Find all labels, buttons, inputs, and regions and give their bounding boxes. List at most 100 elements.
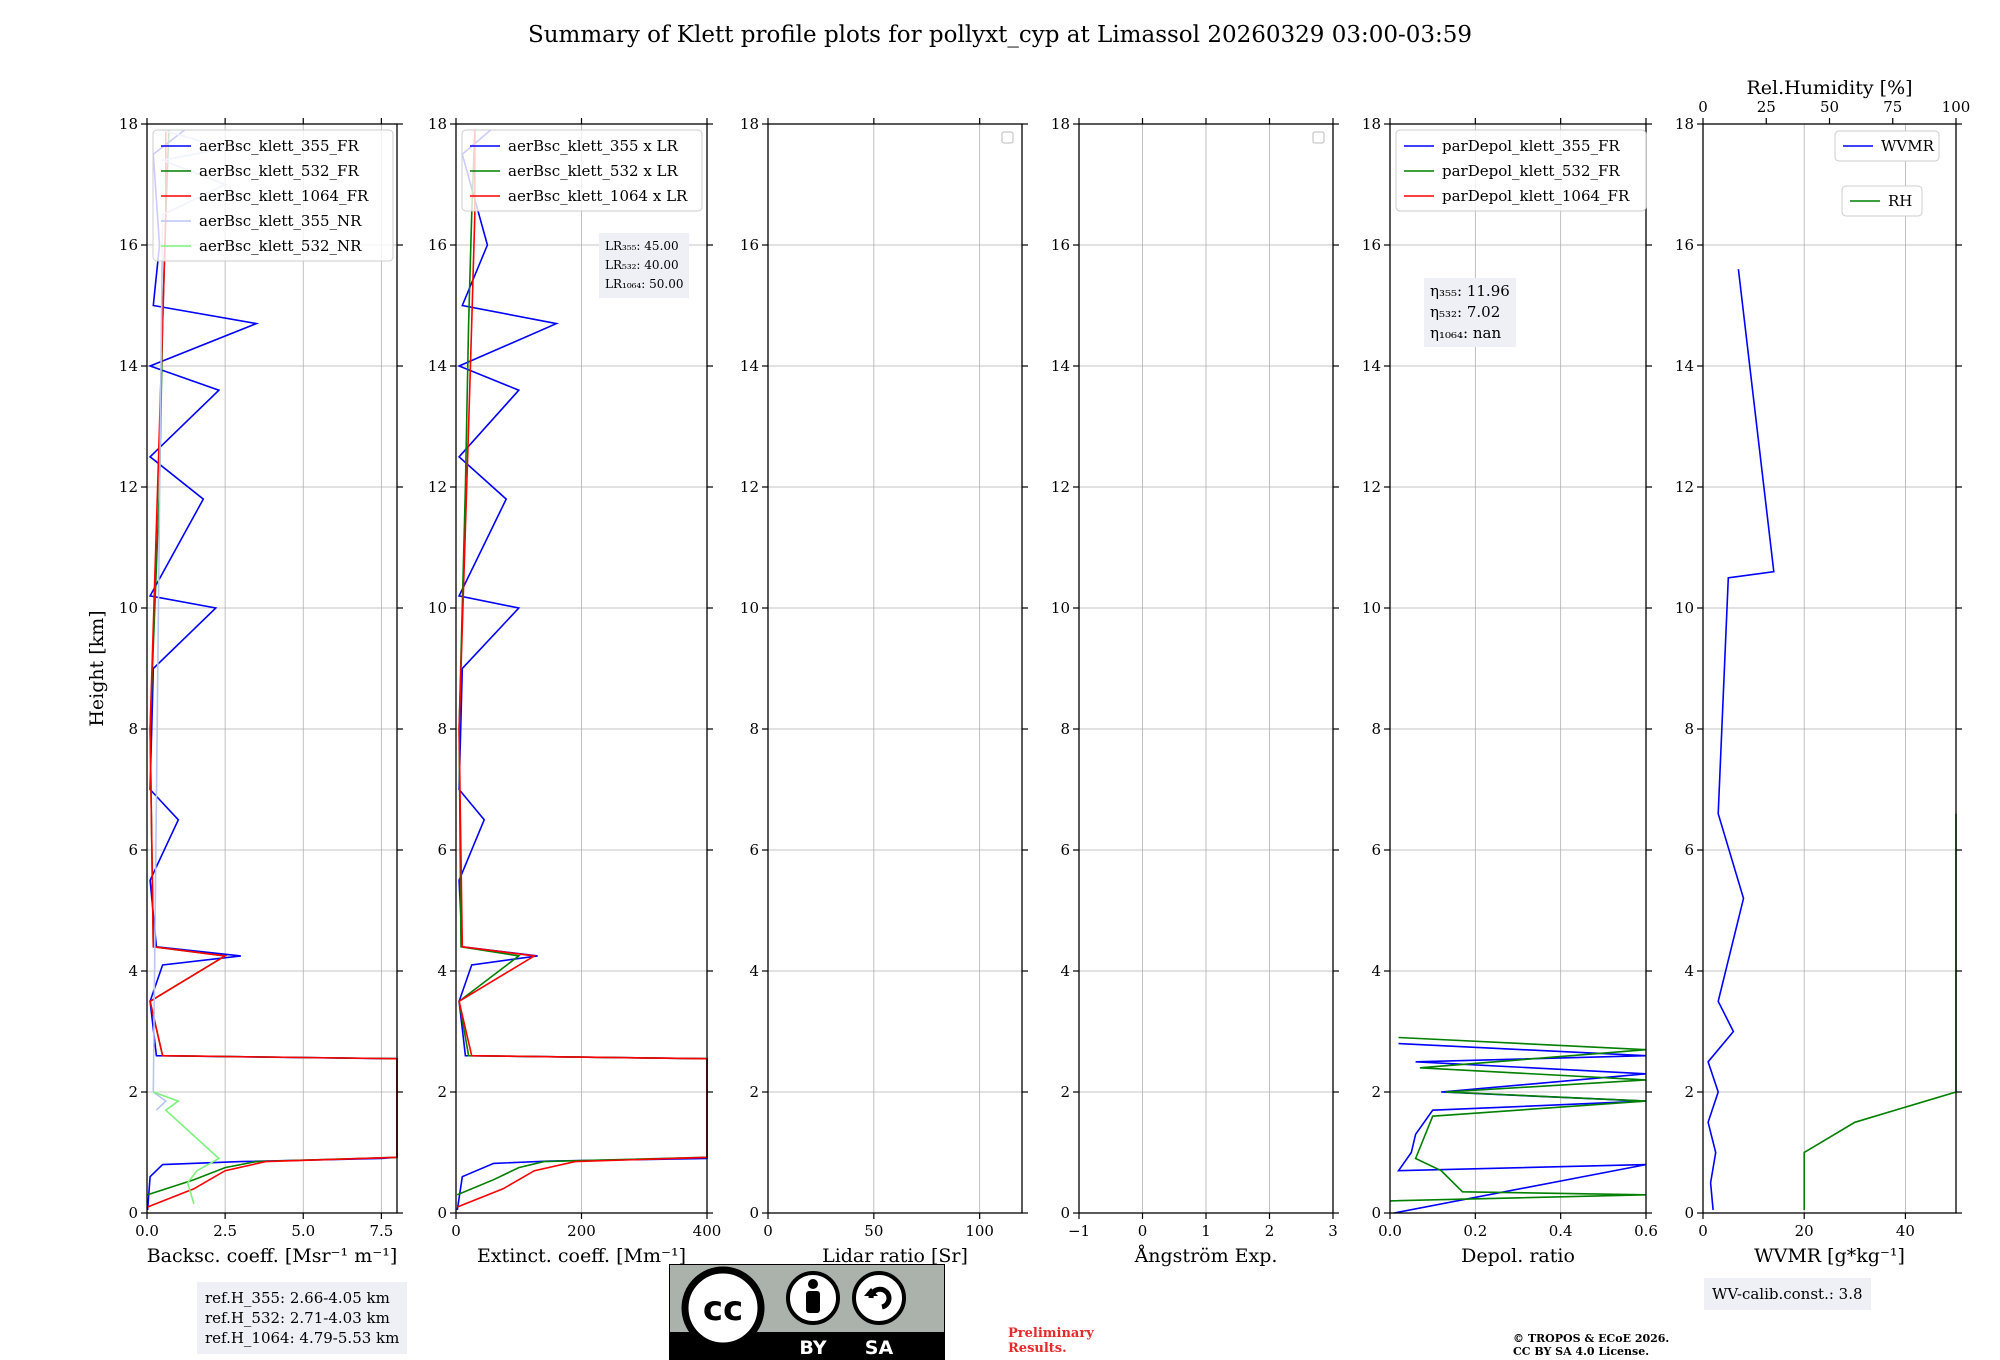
legend-entry: aerBsc_klett_532_FR	[199, 162, 359, 180]
empty-legend	[1001, 131, 1014, 144]
y-tick-label: 18	[1051, 115, 1070, 133]
legend-RH: RH	[1841, 185, 1923, 217]
empty-legend	[1312, 131, 1325, 144]
y-tick-label: 0	[128, 1204, 138, 1222]
y-tick-label: 2	[128, 1083, 138, 1101]
y-tick-label: 8	[128, 720, 138, 738]
y-tick-label: 18	[1362, 115, 1381, 133]
x-tick-label: 0.2	[1463, 1222, 1487, 1240]
x-tick-label: −1	[1068, 1222, 1090, 1240]
y-tick-label: 10	[119, 599, 138, 617]
preliminary-results-label: Preliminary Results.	[1008, 1326, 1094, 1356]
y-tick-label: 0	[1684, 1204, 1694, 1222]
top-x-tick-label: 100	[1942, 98, 1971, 116]
x-tick-label: 0.6	[1634, 1222, 1658, 1240]
y-tick-label: 8	[437, 720, 447, 738]
y-tick-label: 10	[428, 599, 447, 617]
y-tick-label: 16	[1675, 236, 1694, 254]
lr-1064: LR₁₀₆₄: 50.00	[605, 277, 684, 291]
x-tick-label: 0.0	[1378, 1222, 1402, 1240]
x-tick-label: 5.0	[291, 1222, 315, 1240]
legend-entry: aerBsc_klett_532 x LR	[508, 162, 679, 180]
x-tick-label: 3	[1328, 1222, 1338, 1240]
y-tick-label: 16	[1362, 236, 1381, 254]
y-tick-label: 0	[437, 1204, 447, 1222]
x-tick-label: 100	[965, 1222, 994, 1240]
x-tick-label: 0	[1138, 1222, 1148, 1240]
y-tick-label: 6	[437, 841, 447, 859]
y-tick-label: 6	[1060, 841, 1070, 859]
axes-frame	[767, 123, 1023, 1214]
y-tick-label: 6	[1684, 841, 1694, 859]
x-tick-label: 40	[1896, 1222, 1915, 1240]
legend-entry: aerBsc_klett_355_FR	[199, 137, 359, 155]
series-line-aerBsc_klett_355_FR	[146, 129, 398, 1211]
axes-frame	[146, 123, 398, 1214]
y-tick-label: 4	[128, 962, 138, 980]
y-tick-label: 2	[437, 1083, 447, 1101]
series-line-RH	[1803, 813, 1957, 1210]
legend-entry: aerBsc_klett_1064_FR	[199, 187, 369, 205]
eta-532: η₅₃₂: 7.02	[1430, 303, 1501, 321]
axes-frame	[1389, 123, 1647, 1214]
y-tick-label: 4	[1371, 962, 1381, 980]
lidar-ratio-box: LR₃₅₅: 45.00 LR₅₃₂: 40.00 LR₁₀₆₄: 50.00	[599, 233, 690, 298]
cc-by-sa-logo: cc BY SA	[669, 1264, 945, 1360]
legend-depol: parDepol_klett_355_FR parDepol_klett_532_…	[1395, 129, 1647, 212]
x-axis-label: Ångström Exp.	[1134, 1245, 1278, 1267]
y-tick-label: 18	[428, 115, 447, 133]
panel-lr: 0 2 4 6 8 10 12 14 16 18 0 50 100 Lidar ratio [Sr]	[740, 115, 1028, 1267]
x-tick-label: 0	[451, 1222, 461, 1240]
y-tick-label: 12	[740, 478, 759, 496]
eta-1064: η₁₀₆₄: nan	[1430, 324, 1502, 342]
lr-355: LR₃₅₅: 45.00	[605, 239, 679, 253]
y-tick-label: 16	[1051, 236, 1070, 254]
x-tick-label: 7.5	[369, 1222, 393, 1240]
legend-entry: aerBsc_klett_532_NR	[199, 237, 362, 255]
legend-label: WVMR	[1881, 137, 1935, 155]
x-tick-label: 200	[567, 1222, 596, 1240]
y-axis-label: Height [km]	[86, 610, 108, 726]
x-tick-label: 0	[763, 1222, 773, 1240]
y-tick-label: 12	[1675, 478, 1694, 496]
series-line-aerBsc_klett_532_NR	[153, 1091, 221, 1205]
top-x-tick-label: 0	[1698, 98, 1708, 116]
x-tick-label: 2.5	[213, 1222, 237, 1240]
lr-532: LR₅₃₂: 40.00	[605, 258, 679, 272]
wv-calib-box: WV-calib.const.: 3.8	[1704, 1278, 1871, 1310]
y-tick-label: 0	[1060, 1204, 1070, 1222]
legend-entry: parDepol_klett_355_FR	[1442, 137, 1620, 155]
by-label: BY	[799, 1337, 826, 1359]
y-tick-label: 6	[749, 841, 759, 859]
series-line-parDepol_klett_532_FR	[1389, 1036, 1647, 1202]
figure-title: Summary of Klett profile plots for polly…	[527, 22, 1473, 48]
y-tick-label: 10	[1051, 599, 1070, 617]
legend-entry: parDepol_klett_1064_FR	[1442, 187, 1630, 205]
legend-entry: parDepol_klett_532_FR	[1442, 162, 1620, 180]
panel-bsc: 0 2 4 6 8 10 12 14 16 18 0.0 2.5 5.0 7.5 Backsc. coeff…	[86, 115, 403, 1267]
copyright-notice: © TROPOS & ECoE 2026. CC BY SA 4.0 Licen…	[1513, 1332, 1670, 1358]
y-tick-label: 14	[740, 357, 759, 375]
bsc-reference-heights: ref.H_355: 2.66-4.05 km ref.H_532: 2.71-…	[197, 1282, 408, 1354]
x-tick-label: 0.0	[135, 1222, 159, 1240]
legend-WVMR: WVMR	[1834, 130, 1940, 162]
y-tick-label: 8	[1684, 720, 1694, 738]
y-tick-label: 4	[1684, 962, 1694, 980]
ref-h-355: ref.H_355: 2.66-4.05 km	[205, 1289, 390, 1307]
y-tick-label: 12	[119, 478, 138, 496]
x-tick-label: 50	[864, 1222, 883, 1240]
wv-calib-const: WV-calib.const.: 3.8	[1712, 1285, 1863, 1303]
y-tick-label: 14	[1051, 357, 1070, 375]
legend-ext: aerBsc_klett_355 x LR aerBsc_klett_532 x …	[461, 129, 703, 212]
top-x-tick-label: 50	[1820, 98, 1839, 116]
y-tick-label: 18	[1675, 115, 1694, 133]
y-tick-label: 10	[1362, 599, 1381, 617]
y-tick-label: 2	[1371, 1083, 1381, 1101]
cc-logo-text: cc	[703, 1289, 743, 1329]
cc-icon	[681, 1266, 765, 1350]
panel-depol: 0 2 4 6 8 10 12 14 16 18 0.0 0.2 0.4 0.6 Depol. ratio p…	[1362, 115, 1658, 1267]
y-tick-label: 16	[740, 236, 759, 254]
eta-355: η₃₅₅: 11.96	[1430, 282, 1510, 300]
x-axis-label: Backsc. coeff. [Msr⁻¹ m⁻¹]	[147, 1245, 398, 1267]
